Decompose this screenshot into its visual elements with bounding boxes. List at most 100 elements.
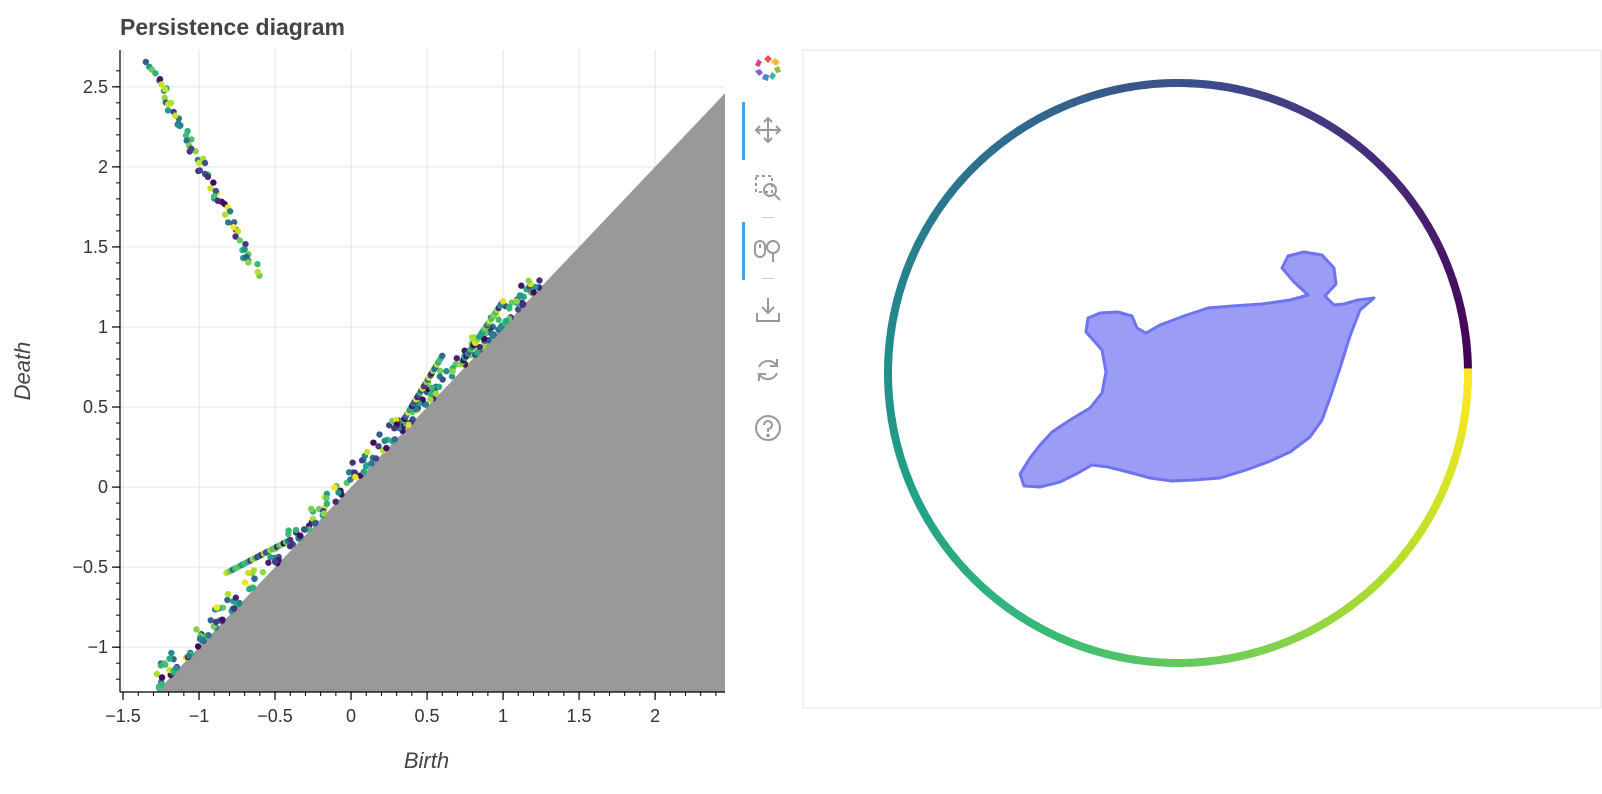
y-tick-label: 1.5 [83,237,108,257]
data-point [513,297,520,305]
wheel-zoom-active-indicator [742,222,745,280]
data-point [391,425,398,432]
data-point [212,618,220,626]
data-point [349,459,356,466]
data-point [308,505,315,513]
data-point [506,303,513,311]
data-point [292,526,300,534]
shape-chart[interactable] [802,0,1602,794]
data-point [368,460,375,467]
help-icon[interactable] [750,410,786,446]
data-point [250,567,258,574]
y-tick-label: −0.5 [72,557,108,577]
data-point [532,283,539,291]
data-point [232,594,240,601]
data-point [267,554,274,561]
data-point [230,605,238,612]
data-point [514,306,522,313]
data-point [375,443,382,450]
data-point [448,373,456,380]
data-point [432,390,440,397]
data-point [311,520,319,527]
persistence-diagram-panel: Persistence diagram −1.5 −1 −0.5 0 0.5 1 1.5 2−… [0,0,802,794]
data-point [370,439,377,446]
box-zoom-icon[interactable] [750,170,786,206]
data-point [287,536,294,544]
data-point [185,652,193,660]
data-point [323,494,330,502]
data-point [167,99,175,107]
data-point [499,298,507,305]
pan-icon[interactable] [750,112,786,148]
data-point [381,437,388,445]
y-tick-label: 2.5 [83,77,108,97]
data-point [439,376,446,383]
data-point [497,324,504,331]
data-point [495,316,502,324]
data-point [230,224,237,231]
data-point [286,542,294,550]
toolbar-separator [762,278,774,279]
save-icon[interactable] [750,292,786,328]
data-point [383,444,390,452]
data-point [489,332,496,340]
data-point [194,643,202,650]
data-point [245,259,252,266]
x-tick-label: −1 [189,706,210,726]
data-point [153,670,161,678]
data-point [207,185,214,192]
data-point [449,368,456,375]
data-point [323,500,331,507]
data-point [205,632,212,639]
data-point [335,489,342,496]
data-point [245,569,252,577]
data-point [372,455,380,462]
y-tick-label: 0 [98,477,108,497]
data-point [251,575,258,582]
data-point [168,649,175,657]
data-point [468,334,476,341]
data-point [196,167,204,174]
pan-active-indicator [742,102,745,160]
y-axis-label: Death [10,342,35,401]
data-point [214,197,221,204]
data-point [241,579,249,586]
x-tick-label: −1.5 [105,706,141,726]
persistence-diagram-chart[interactable]: −1.5 −1 −0.5 0 0.5 1 1.5 2 −1 −0.5 0 0.5 1 1.5 2 2.5 Bir… [0,0,802,794]
data-point [271,558,279,566]
plot-title: Persistence diagram [120,14,346,40]
data-point [166,655,173,662]
data-point [301,526,308,533]
data-point [152,70,159,77]
data-point [158,674,166,681]
data-point [427,390,435,398]
data-point [332,498,339,505]
data-point [254,268,261,276]
data-point [234,228,242,235]
plot-toolbar [742,50,794,470]
data-point [164,107,172,114]
shape-panel [802,0,1602,794]
x-tick-label: 1.5 [567,706,592,726]
data-point [331,484,338,491]
data-point [246,585,253,593]
data-point [422,401,430,408]
data-point [204,173,212,181]
reset-icon[interactable] [750,352,786,388]
x-tick-label: 0.5 [415,706,440,726]
data-point [427,396,434,403]
data-point [265,559,272,566]
data-point [224,219,232,226]
wheel-zoom-icon[interactable] [750,232,786,268]
bokeh-logo-icon[interactable] [750,50,786,86]
data-point [212,187,219,195]
data-point [391,436,399,443]
x-tick-label: 0 [346,706,356,726]
data-point [405,421,412,429]
data-point [142,58,150,66]
x-tick-label: 2 [650,706,660,726]
data-point [320,510,328,517]
data-point [158,681,166,688]
data-point [161,85,169,93]
blob-shape [1018,250,1376,489]
